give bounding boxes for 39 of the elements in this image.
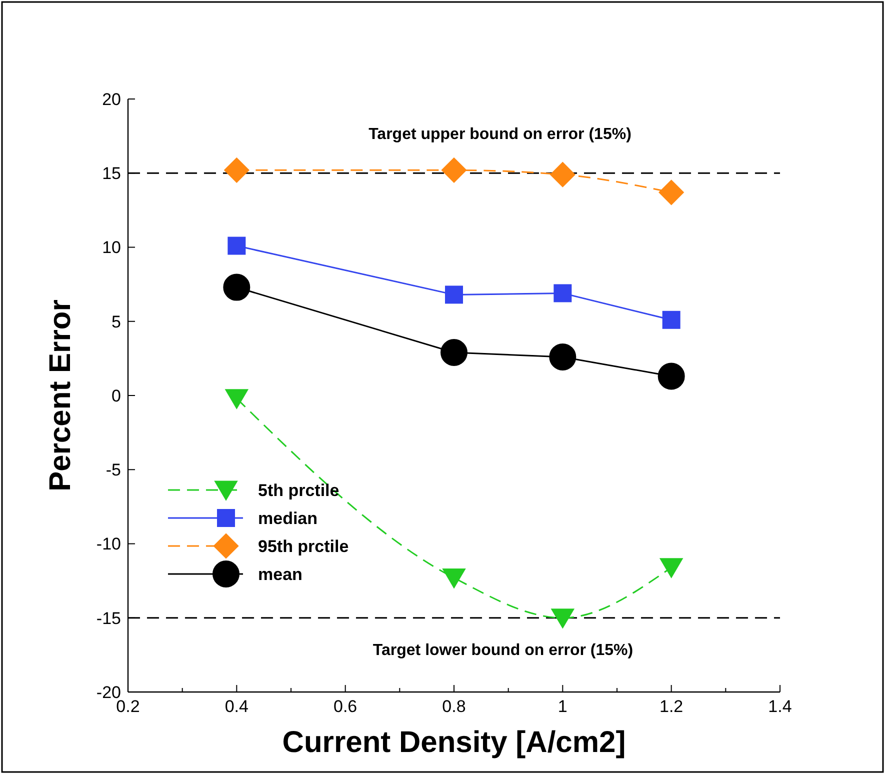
y-tick-label: -15	[96, 608, 121, 628]
point	[441, 158, 467, 183]
point	[440, 339, 468, 366]
legend-label: 95th prctile	[258, 536, 349, 556]
x-tick-label: 1	[558, 697, 568, 716]
y-tick-label: -10	[96, 534, 121, 554]
legend-label: 5th prctile	[258, 480, 340, 500]
ref-line-label: Target upper bound on error (15%)	[368, 126, 632, 144]
point	[550, 162, 576, 188]
y-axis-title: Percent Error	[44, 299, 77, 492]
x-tick-label: 0.4	[224, 697, 248, 716]
point	[228, 236, 246, 255]
x-tick-label: 1.2	[660, 697, 684, 716]
point	[551, 608, 574, 628]
x-tick-label: 0.2	[116, 697, 140, 716]
point	[223, 274, 250, 301]
point	[662, 310, 680, 329]
y-tick-label: 10	[102, 238, 121, 258]
point	[554, 284, 572, 302]
point	[658, 180, 684, 205]
x-tick-label: 0.8	[442, 697, 466, 716]
x-axis-title: Current Density [A/cm2]	[282, 726, 626, 759]
point	[549, 343, 576, 370]
point	[224, 158, 250, 183]
legend-label: mean	[258, 564, 302, 584]
point	[658, 362, 685, 390]
point	[660, 558, 683, 578]
ref-line-label: Target lower bound on error (15%)	[372, 642, 634, 659]
point	[225, 389, 248, 409]
y-tick-label: 5	[112, 312, 121, 332]
legend-label: median	[258, 508, 318, 528]
x-tick-label: 0.6	[334, 697, 358, 716]
y-tick-label: -5	[106, 460, 121, 480]
y-tick-label: 20	[102, 90, 121, 109]
y-tick-label: 15	[102, 164, 121, 184]
point	[442, 568, 466, 588]
y-tick-label: 0	[112, 386, 121, 406]
x-tick-label: 1.4	[768, 697, 792, 716]
point	[445, 286, 463, 304]
